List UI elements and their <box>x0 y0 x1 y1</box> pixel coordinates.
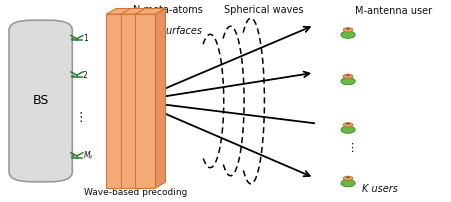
Polygon shape <box>126 8 136 188</box>
Polygon shape <box>120 8 151 14</box>
Circle shape <box>342 123 352 127</box>
Ellipse shape <box>340 126 354 133</box>
Circle shape <box>345 28 349 29</box>
Text: N meta-atoms: N meta-atoms <box>133 5 202 15</box>
Text: BS: BS <box>32 95 49 107</box>
Text: Wave-based precoding: Wave-based precoding <box>84 188 187 197</box>
Circle shape <box>342 176 352 181</box>
Bar <box>106 14 126 188</box>
Text: 1: 1 <box>83 34 87 43</box>
Ellipse shape <box>340 78 354 85</box>
Text: M-antenna user: M-antenna user <box>354 6 431 16</box>
Circle shape <box>345 75 349 76</box>
Circle shape <box>342 74 352 79</box>
Bar <box>135 14 155 188</box>
Ellipse shape <box>340 31 354 38</box>
Text: Spherical waves: Spherical waves <box>223 5 303 15</box>
FancyBboxPatch shape <box>9 20 72 182</box>
Circle shape <box>345 177 349 178</box>
Text: L metasurfaces: L metasurfaces <box>126 26 201 36</box>
Bar <box>120 14 141 188</box>
Polygon shape <box>106 8 136 14</box>
Polygon shape <box>141 8 151 188</box>
Text: K users: K users <box>361 184 397 194</box>
Ellipse shape <box>340 180 354 187</box>
Text: $M_t$: $M_t$ <box>83 149 93 162</box>
Text: ⋮: ⋮ <box>74 111 87 124</box>
Text: SIM: SIM <box>113 181 131 191</box>
Polygon shape <box>135 8 165 14</box>
Text: ⋮: ⋮ <box>345 143 356 154</box>
Text: 2: 2 <box>83 70 87 80</box>
Circle shape <box>342 28 352 32</box>
Circle shape <box>345 123 349 124</box>
Polygon shape <box>155 8 165 188</box>
